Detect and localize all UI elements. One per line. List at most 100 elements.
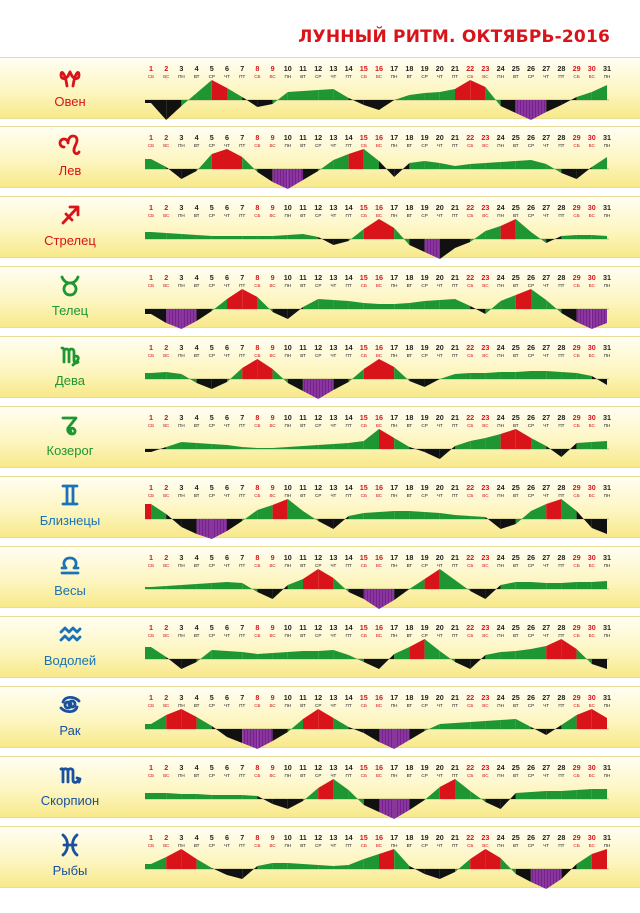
weekday-label: ВС — [163, 773, 170, 778]
rhythm-segment — [211, 650, 227, 659]
weekday-label: СБ — [361, 633, 367, 638]
day-number: 3 — [179, 343, 183, 352]
sign-name: Телец — [51, 303, 89, 318]
weekday-label: ВТ — [300, 843, 306, 848]
weekday-label: ПН — [497, 493, 504, 498]
rhythm-segment — [455, 515, 471, 519]
day-number: 25 — [512, 133, 520, 142]
weekday-label: ПН — [284, 213, 291, 218]
rhythm-segment — [196, 309, 212, 321]
day-number: 5 — [210, 693, 214, 702]
day-number: 24 — [497, 273, 505, 282]
weekday-label: ВС — [482, 213, 489, 218]
weekday-label: ПН — [178, 703, 185, 708]
rhythm-segment — [470, 373, 486, 379]
rhythm-segment — [257, 236, 273, 239]
weekday-label: СБ — [361, 143, 367, 148]
rhythm-segment — [145, 647, 151, 659]
weekday-label: ВТ — [194, 773, 200, 778]
weekday-label: ЧТ — [224, 213, 230, 218]
weekday-label: ПТ — [346, 563, 352, 568]
day-number: 7 — [240, 343, 244, 352]
rhythm-segment — [394, 647, 410, 659]
rhythm-segment — [500, 429, 516, 449]
rhythm-segment — [242, 447, 258, 449]
rhythm-segment — [348, 149, 364, 169]
day-number: 15 — [360, 64, 368, 73]
rhythm-chart: 1СБ2ВС3ПН4ВТ5СР6ЧТ7ПТ8СБ9ВС10ПН11ВТ12СР1… — [145, 763, 611, 819]
weekday-label: ВТ — [194, 74, 200, 79]
rhythm-segment — [546, 639, 562, 659]
rhythm-segment — [242, 866, 258, 879]
day-number: 20 — [436, 833, 444, 842]
weekday-label: ВС — [269, 74, 276, 79]
weekday-label: ВТ — [194, 633, 200, 638]
day-number: 23 — [481, 133, 489, 142]
weekday-label: СБ — [254, 493, 260, 498]
weekday-label: ПН — [497, 353, 504, 358]
weekday-label: СР — [421, 493, 427, 498]
rhythm-segment — [500, 519, 516, 529]
rhythm-segment — [227, 519, 243, 531]
weekday-label: ПН — [604, 143, 611, 148]
weekday-label: ВТ — [300, 423, 306, 428]
day-number: 5 — [210, 483, 214, 492]
day-number: 30 — [588, 553, 596, 562]
weekday-label: СБ — [148, 143, 154, 148]
weekday-label: СР — [209, 563, 215, 568]
rhythm-segment — [348, 98, 364, 105]
weekday-label: СБ — [148, 74, 154, 79]
rhythm-segment — [333, 865, 349, 869]
day-number: 18 — [405, 623, 413, 632]
weekday-label: ВТ — [407, 843, 413, 848]
day-number: 30 — [588, 203, 596, 212]
rhythm-segment — [439, 239, 455, 259]
day-number: 18 — [405, 64, 413, 73]
weekday-label: ПН — [284, 633, 291, 638]
weekday-label: ЧТ — [224, 633, 230, 638]
weekday-label: ПН — [497, 423, 504, 428]
day-number: 29 — [573, 203, 581, 212]
day-number: 19 — [421, 623, 429, 632]
weekday-label: ЧТ — [224, 843, 230, 848]
rhythm-segment — [561, 715, 577, 729]
day-number: 17 — [390, 343, 398, 352]
day-number: 24 — [497, 553, 505, 562]
weekday-label: ВТ — [407, 633, 413, 638]
day-number: 11 — [299, 553, 307, 562]
rhythm-segment — [181, 93, 197, 106]
weekday-label: ВС — [482, 283, 489, 288]
weekday-label: ПН — [391, 74, 398, 79]
day-number: 1 — [149, 64, 153, 73]
rhythm-segment — [531, 582, 547, 589]
weekday-label: ВТ — [513, 773, 519, 778]
weekday-label: ВС — [376, 423, 383, 428]
weekday-label: ВС — [482, 703, 489, 708]
sign-label: Лев — [0, 127, 140, 189]
gemini-icon — [61, 484, 79, 506]
rhythm-segment — [348, 229, 364, 241]
rhythm-segment — [151, 159, 167, 169]
rhythm-segment — [561, 443, 577, 457]
weekday-label: ВТ — [513, 143, 519, 148]
rhythm-segment — [424, 724, 440, 731]
rhythm-segment — [348, 655, 364, 662]
day-number: 27 — [542, 763, 550, 772]
weekday-label: СР — [315, 843, 321, 848]
day-number: 3 — [179, 693, 183, 702]
day-number: 18 — [405, 273, 413, 282]
day-number: 19 — [421, 553, 429, 562]
day-number: 5 — [210, 623, 214, 632]
day-number: 17 — [390, 693, 398, 702]
rhythm-segment — [227, 582, 243, 589]
aries-icon — [59, 70, 81, 88]
rhythm-segment — [424, 512, 440, 519]
rhythm-segment — [379, 654, 395, 669]
weekday-label: СБ — [573, 213, 579, 218]
rhythm-segment — [470, 721, 486, 729]
day-number: 14 — [345, 133, 353, 142]
weekday-label: СР — [421, 703, 427, 708]
weekday-label: ПН — [604, 773, 611, 778]
day-number: 11 — [299, 273, 307, 282]
day-number: 8 — [255, 553, 259, 562]
